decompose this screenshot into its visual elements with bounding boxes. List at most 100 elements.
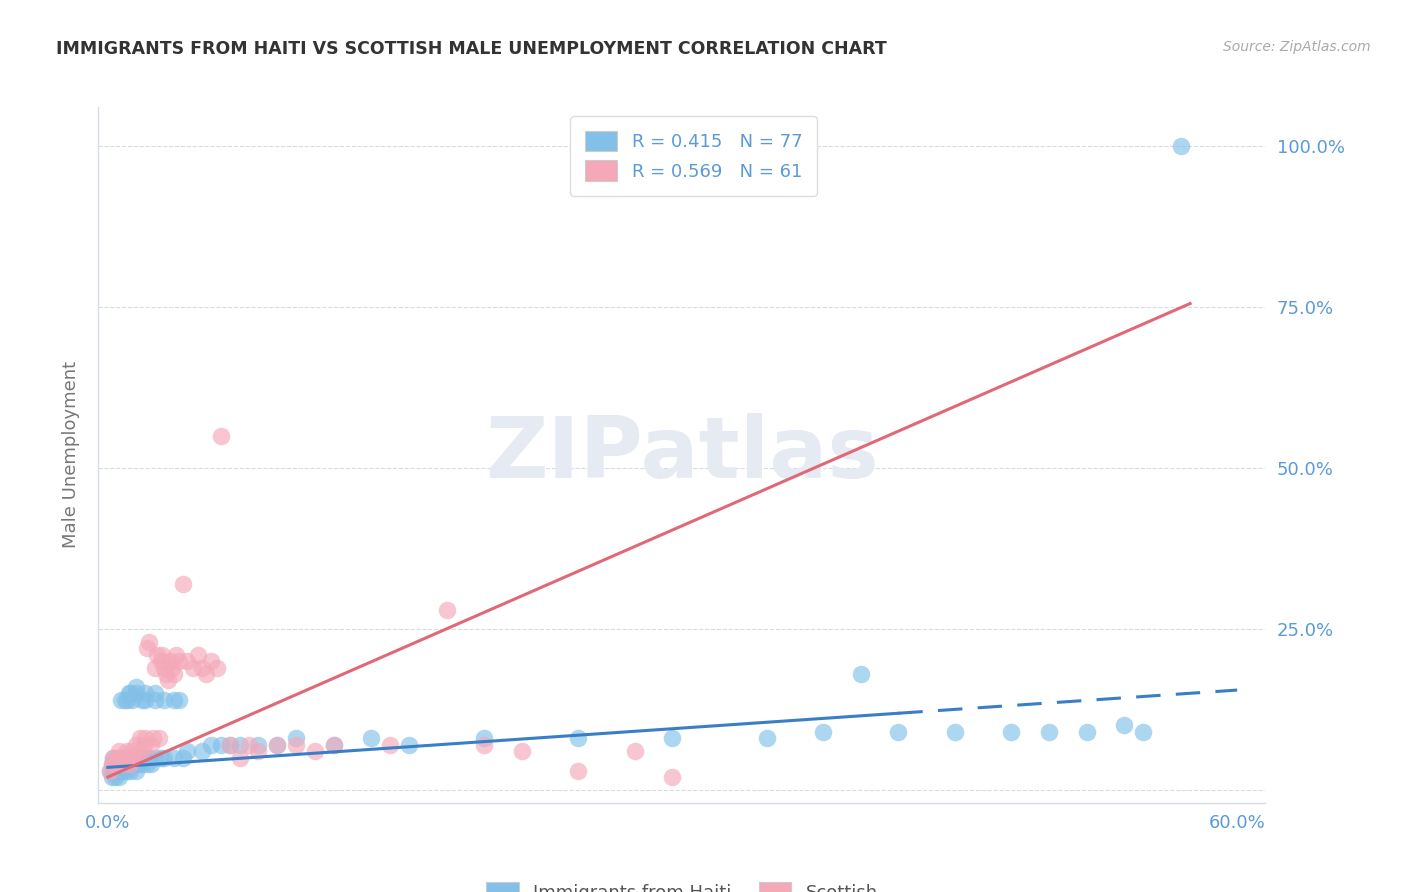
Point	[138, 634, 160, 648]
Point	[247, 738, 270, 752]
Point	[115, 750, 138, 764]
Point	[191, 660, 214, 674]
Point	[157, 673, 180, 688]
Point	[1000, 725, 1022, 739]
Point	[146, 648, 169, 662]
Point	[661, 770, 683, 784]
Text: Source: ZipAtlas.com: Source: ZipAtlas.com	[1223, 40, 1371, 54]
Point	[228, 750, 250, 764]
Point	[849, 667, 872, 681]
Point	[134, 692, 156, 706]
Point	[111, 764, 134, 778]
Point	[266, 738, 288, 752]
Point	[143, 750, 166, 764]
Point	[360, 731, 382, 746]
Point	[128, 731, 150, 746]
Point	[108, 770, 131, 784]
Point	[153, 692, 176, 706]
Point	[163, 750, 186, 764]
Point	[100, 770, 122, 784]
Point	[176, 654, 198, 668]
Point	[160, 660, 183, 674]
Point	[380, 738, 402, 752]
Point	[132, 750, 155, 764]
Point	[219, 738, 242, 752]
Point	[125, 680, 148, 694]
Point	[104, 757, 127, 772]
Point	[1132, 725, 1154, 739]
Point	[661, 731, 683, 746]
Point	[127, 750, 149, 764]
Point	[122, 750, 145, 764]
Point	[104, 757, 127, 772]
Point	[266, 738, 288, 752]
Point	[176, 744, 198, 758]
Point	[219, 738, 242, 752]
Point	[139, 757, 162, 772]
Point	[194, 667, 217, 681]
Point	[755, 731, 778, 746]
Point	[209, 428, 232, 442]
Point	[134, 686, 156, 700]
Point	[115, 692, 138, 706]
Point	[187, 648, 209, 662]
Point	[100, 757, 122, 772]
Point	[114, 692, 136, 706]
Point	[1170, 138, 1192, 153]
Point	[103, 764, 125, 778]
Point	[110, 750, 132, 764]
Point	[191, 744, 214, 758]
Point	[148, 731, 170, 746]
Point	[114, 757, 136, 772]
Point	[128, 750, 150, 764]
Point	[117, 686, 139, 700]
Point	[143, 660, 166, 674]
Point	[121, 692, 143, 706]
Point	[567, 764, 589, 778]
Point	[811, 725, 834, 739]
Point	[172, 576, 194, 591]
Point	[322, 738, 344, 752]
Point	[132, 738, 155, 752]
Point	[472, 731, 495, 746]
Text: ZIPatlas: ZIPatlas	[485, 413, 879, 497]
Point	[472, 738, 495, 752]
Point	[200, 738, 222, 752]
Point	[131, 692, 153, 706]
Point	[117, 750, 139, 764]
Point	[125, 764, 148, 778]
Point	[98, 764, 121, 778]
Point	[115, 764, 138, 778]
Point	[122, 750, 145, 764]
Point	[149, 750, 172, 764]
Text: IMMIGRANTS FROM HAITI VS SCOTTISH MALE UNEMPLOYMENT CORRELATION CHART: IMMIGRANTS FROM HAITI VS SCOTTISH MALE U…	[56, 40, 887, 58]
Point	[209, 738, 232, 752]
Point	[111, 757, 134, 772]
Point	[1114, 718, 1136, 732]
Point	[134, 731, 156, 746]
Point	[139, 738, 162, 752]
Point	[131, 744, 153, 758]
Point	[149, 654, 172, 668]
Point	[120, 764, 142, 778]
Point	[120, 757, 142, 772]
Point	[104, 770, 127, 784]
Point	[138, 750, 160, 764]
Point	[163, 692, 186, 706]
Point	[624, 744, 647, 758]
Point	[108, 744, 131, 758]
Point	[108, 757, 131, 772]
Point	[238, 738, 260, 752]
Point	[285, 731, 308, 746]
Point	[172, 750, 194, 764]
Point	[436, 602, 458, 616]
Point	[153, 660, 176, 674]
Point	[120, 750, 142, 764]
Point	[143, 686, 166, 700]
Point	[887, 725, 910, 739]
Point	[136, 641, 159, 656]
Y-axis label: Male Unemployment: Male Unemployment	[62, 361, 80, 549]
Point	[169, 654, 191, 668]
Point	[322, 738, 344, 752]
Legend: Immigrants from Haiti, Scottish: Immigrants from Haiti, Scottish	[479, 874, 884, 892]
